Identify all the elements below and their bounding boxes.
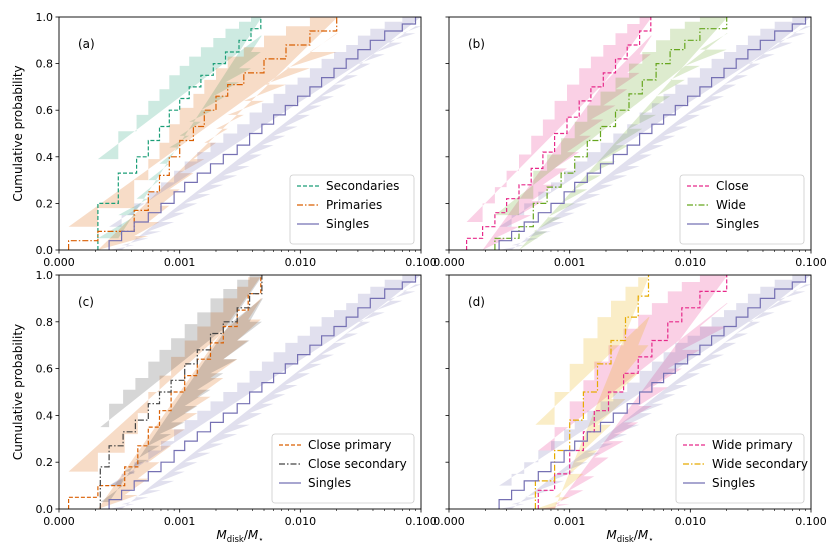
legend-entry: Singles	[308, 476, 351, 490]
panel-c: 0.0 0.2 0.4 0.6 0.8 1.0 0.000 0.001 0.010 0.100 (c…	[11, 269, 437, 545]
panel-label: (a)	[78, 37, 95, 51]
series-line-primaries	[68, 17, 338, 250]
y-tick-label: 0.4	[36, 151, 54, 164]
x-tick-label: 0.000	[433, 256, 465, 269]
y-tick-label: 0.8	[36, 316, 54, 329]
legend-entry: Close	[716, 179, 749, 193]
band-primaries	[68, 17, 338, 250]
plot-area	[466, 17, 811, 250]
y-axis-label: Cumulative probability	[11, 65, 25, 201]
y-tick-label: 0.4	[36, 409, 54, 422]
x-tick-label: 0.100	[795, 256, 827, 269]
legend: Close primary Close secondary Singles	[271, 433, 415, 504]
y-tick-label: 0.8	[36, 58, 54, 71]
panel-label: (b)	[468, 37, 485, 51]
panel-d: 0.000 0.001 0.010 0.100 (d) Mdisk/M⋆ Wide prim…	[433, 274, 827, 545]
legend-entry: Primaries	[326, 198, 382, 212]
legend-entry: Singles	[326, 217, 369, 231]
plot-area	[68, 275, 421, 509]
legend: Close Wide Singles	[679, 174, 805, 245]
y-tick-label: 0.6	[36, 104, 54, 117]
series-line-singles	[498, 275, 811, 509]
band-singles	[499, 17, 811, 250]
legend-entry: Secondaries	[326, 179, 399, 193]
series-line-close	[466, 17, 652, 250]
series-line-close-secondary	[99, 275, 263, 509]
axes-frame	[448, 16, 812, 251]
y-tick-label: 1.0	[36, 11, 54, 24]
x-tick-label: 0.010	[675, 515, 707, 528]
y-tick-label: 0.0	[36, 244, 54, 257]
band-close-secondary	[100, 275, 263, 502]
x-tick-label: 0.010	[285, 256, 317, 269]
band-singles	[109, 17, 421, 250]
series-line-wide	[494, 17, 728, 250]
legend-box	[271, 433, 415, 504]
x-tick-label: 0.000	[43, 515, 75, 528]
panel-label: (c)	[78, 295, 94, 309]
y-tick-label: 0.0	[36, 503, 54, 516]
y-tick-label: 0.6	[36, 363, 54, 376]
legend-entry: Wide primary	[712, 438, 793, 452]
band-singles	[109, 275, 421, 509]
band-wide-secondary	[535, 275, 650, 509]
x-axis-label: Mdisk/M⋆	[606, 528, 653, 545]
plot-area	[68, 17, 421, 250]
series-line-wide-primary	[537, 275, 728, 509]
series-line-singles	[498, 17, 811, 250]
x-tick-label: 0.100	[405, 256, 437, 269]
series-line-singles	[108, 17, 421, 250]
x-tick-label: 0.100	[405, 515, 437, 528]
panel-label: (d)	[468, 295, 485, 309]
series-line-secondaries	[97, 17, 262, 250]
x-tick-label: 0.000	[433, 515, 465, 528]
legend-entry: Singles	[716, 217, 759, 231]
legend-box	[679, 174, 805, 245]
band-wide-primary	[538, 275, 728, 509]
axes-frame	[58, 274, 422, 510]
legend-entry: Wide	[716, 198, 746, 212]
x-tick-label: 0.001	[554, 256, 586, 269]
legend-box	[289, 174, 415, 245]
panel-b: 0.000 0.001 0.010 0.100 (b) Close Wide Singles	[433, 16, 827, 269]
y-axis-label: Cumulative probability	[11, 324, 25, 460]
x-tick-label: 0.000	[43, 256, 75, 269]
x-tick-label: 0.010	[675, 256, 707, 269]
band-wide	[494, 17, 728, 250]
legend-entry: Close primary	[308, 438, 391, 452]
band-close	[466, 17, 652, 250]
legend-entry: Singles	[712, 476, 755, 490]
axes-frame	[58, 16, 422, 251]
band-secondaries	[97, 17, 262, 239]
y-tick-label: 0.2	[36, 456, 54, 469]
y-tick-label: 0.2	[36, 197, 54, 210]
legend-box	[675, 433, 805, 504]
series-line-wide-secondary	[534, 275, 650, 509]
x-tick-label: 0.001	[164, 515, 196, 528]
panel-a: 0.0 0.2 0.4 0.6 0.8 1.0 0.000 0.001 0.010 0.100 (a…	[11, 11, 437, 269]
x-tick-label: 0.001	[554, 515, 586, 528]
legend: Secondaries Primaries Singles	[289, 174, 415, 245]
x-axis-label: Mdisk/M⋆	[216, 528, 263, 545]
y-tick-label: 1.0	[36, 269, 54, 282]
x-tick-label: 0.010	[285, 515, 317, 528]
band-singles	[499, 275, 811, 509]
legend: Wide primary Wide secondary Singles	[675, 433, 808, 504]
axes-frame	[448, 274, 812, 510]
series-line-singles	[108, 275, 421, 509]
legend-entry: Wide secondary	[712, 457, 808, 471]
x-tick-label: 0.100	[795, 515, 827, 528]
x-tick-label: 0.001	[164, 256, 196, 269]
plot-area	[498, 275, 811, 509]
legend-entry: Close secondary	[308, 457, 407, 471]
